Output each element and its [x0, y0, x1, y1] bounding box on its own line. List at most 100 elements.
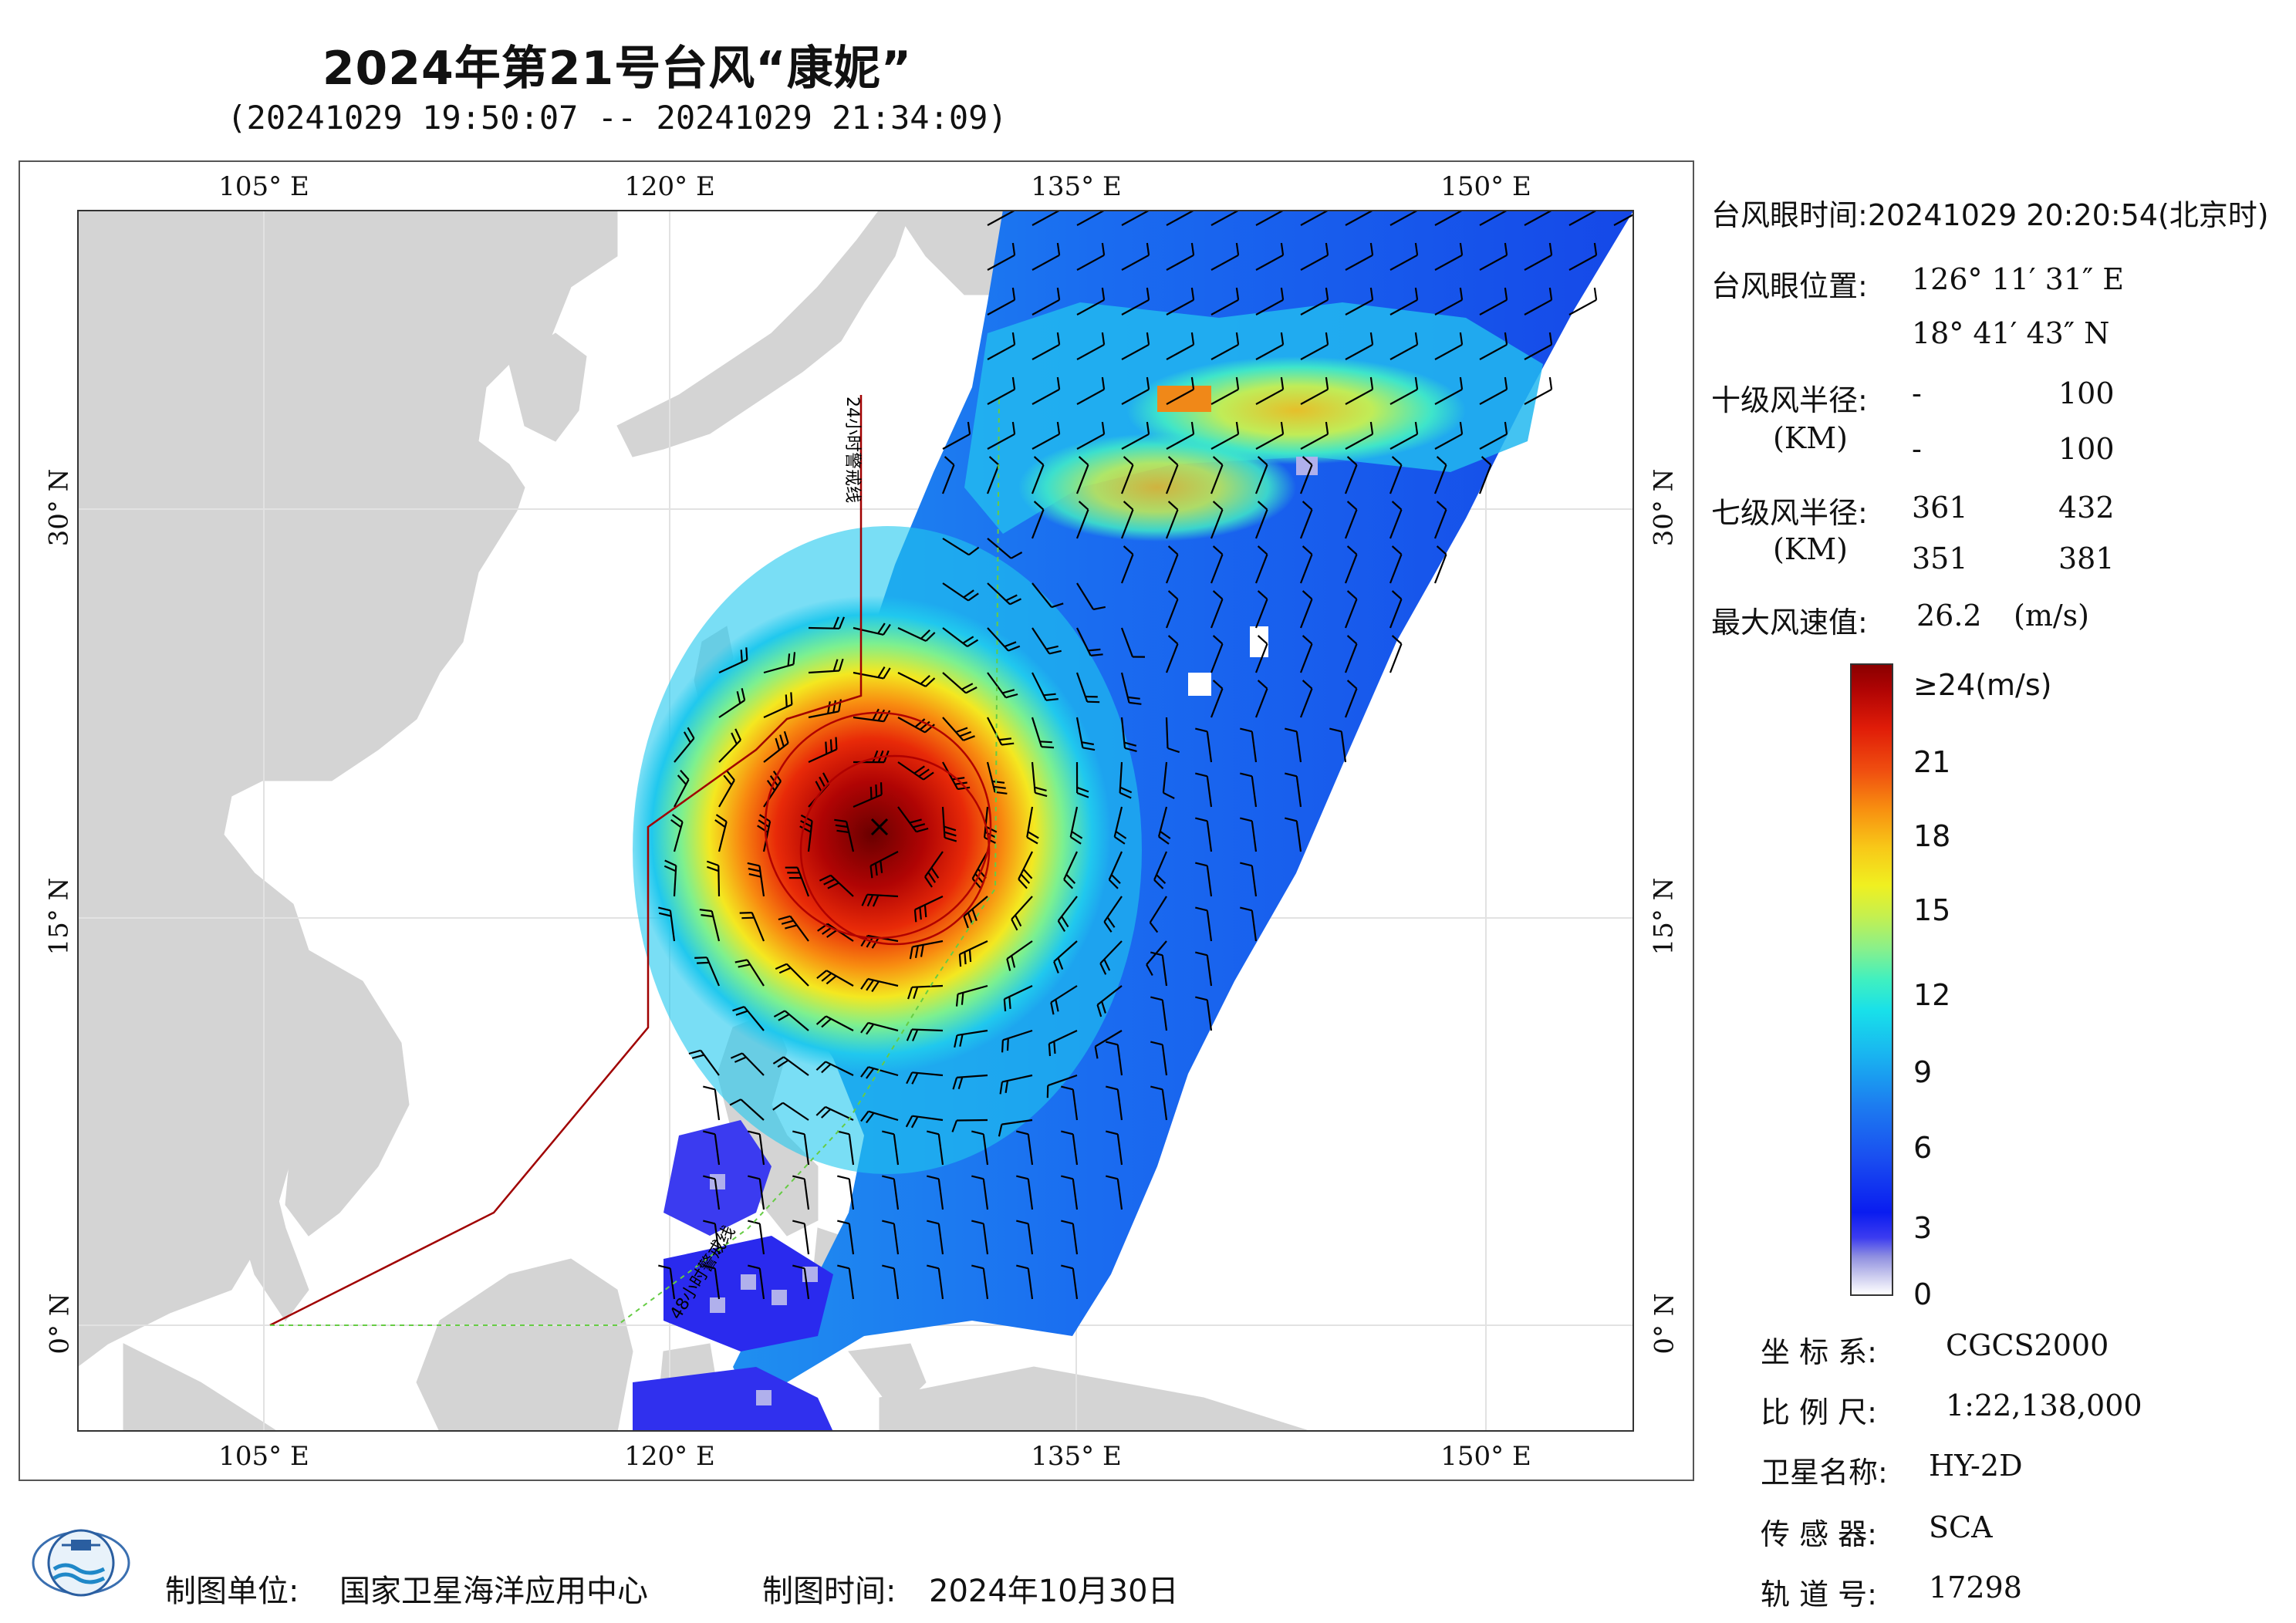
wind-barb-feather: [1414, 332, 1419, 345]
wind-barb: [1116, 1089, 1123, 1121]
wind-barb-feather: [1325, 332, 1329, 345]
wind-barb-feather: [725, 770, 735, 781]
wind-barb-feather: [766, 780, 775, 791]
wind-barb-feather: [772, 1102, 784, 1111]
wind-barb-feather: [1106, 916, 1116, 928]
wind-barb-feather: [1459, 242, 1464, 255]
r7-label: 七级风半径:: [1711, 496, 1868, 530]
wind-barb: [1210, 509, 1224, 539]
wind-barb-feather: [964, 951, 967, 965]
wind-barb-feather: [1235, 332, 1240, 345]
wind-barb-feather: [1391, 501, 1403, 511]
wind-barb-feather: [1045, 645, 1059, 650]
wind-barb-feather: [785, 924, 798, 930]
wind-barb-feather: [670, 819, 682, 828]
wind-barb-feather: [815, 1015, 827, 1025]
wind-barb: [1389, 464, 1403, 494]
wind-barb-feather: [1011, 552, 1023, 559]
wind-barb-feather: [1009, 598, 1021, 606]
wind-barb: [1300, 299, 1329, 315]
colorbar-tick-6: 6: [1913, 1131, 1933, 1165]
wind-barb-feather: [706, 860, 719, 867]
wind-barb-feather: [927, 1175, 940, 1180]
wind-barb: [1076, 582, 1095, 610]
wind-barb-feather: [1006, 958, 1011, 971]
wind-barb-feather: [924, 876, 933, 888]
wind-barb: [1254, 554, 1268, 584]
r10-label: 十级风半径:: [1711, 383, 1868, 417]
wind-barb: [1161, 955, 1168, 987]
wind-barb-feather: [741, 916, 755, 919]
wind-barb-feather: [1056, 287, 1061, 300]
wind-barb: [1344, 554, 1358, 584]
wind-barb-feather: [874, 862, 878, 876]
wind-barb-feather: [999, 1081, 1003, 1095]
wind-barb-feather: [688, 1049, 701, 1055]
wind-barb: [1299, 688, 1313, 718]
wind-barb: [1255, 343, 1284, 360]
wind-barb: [1295, 821, 1302, 852]
wind-barb-feather: [1050, 1002, 1055, 1015]
lon-label-bottom-150: 150° E: [1440, 1441, 1531, 1472]
wind-barb: [1032, 433, 1060, 450]
wind-barb-feather: [1391, 545, 1403, 555]
wind-barb-feather: [1285, 772, 1298, 778]
wind-barb-feather: [758, 819, 770, 828]
wind-barb-feather: [1061, 1264, 1074, 1270]
wind-barb: [1299, 464, 1313, 494]
wind-barb-feather: [869, 865, 873, 879]
warning-line-48h: [270, 394, 1000, 1326]
wind-barb-feather: [882, 1220, 895, 1225]
wind-barb-feather: [1011, 919, 1018, 931]
wind-barb-feather: [1167, 456, 1179, 466]
wind-barb-feather: [1436, 456, 1447, 466]
wind-barb-feather: [838, 616, 846, 629]
wind-barb: [1076, 299, 1105, 315]
nsoas-logo-icon: [32, 1529, 130, 1597]
wind-barb-feather: [792, 1264, 805, 1270]
wind-barb: [1251, 910, 1258, 942]
wind-barb: [848, 1268, 855, 1300]
swath-hotspot: [1157, 386, 1211, 412]
eye-pos-label: 台风眼位置:: [1711, 269, 1868, 303]
wind-barb: [1299, 554, 1313, 584]
wind-barb: [1300, 388, 1329, 405]
wind-barb-feather: [1123, 501, 1134, 511]
wind-barb-feather: [958, 954, 962, 967]
wind-barb-feather: [1099, 963, 1107, 975]
wind-barb-feather: [957, 1077, 964, 1090]
wind-barb-feather: [1114, 835, 1126, 845]
wind-barb-feather: [1078, 456, 1089, 466]
wind-barb-feather: [734, 728, 741, 741]
wind-barb: [1433, 509, 1447, 539]
wind-barb: [937, 1179, 944, 1210]
wind-barb-feather: [1070, 836, 1082, 845]
wind-barb-feather: [790, 692, 793, 705]
wind-barb-feather: [832, 700, 836, 713]
wind-barb-feather: [954, 1034, 958, 1048]
wind-barb: [1568, 210, 1597, 226]
wind-barb-feather: [821, 1063, 832, 1074]
wind-barb: [1116, 1134, 1123, 1166]
wind-barb-feather: [866, 1068, 875, 1079]
wind-barb-feather: [1146, 332, 1150, 345]
wind-barb-feather: [1016, 1130, 1029, 1135]
wind-barb-feather: [1103, 921, 1113, 933]
colorbar-tick-9: 9: [1913, 1055, 1933, 1089]
wind-barb: [1613, 213, 1634, 226]
wind-barb-feather: [747, 862, 760, 867]
wind-barb: [1206, 776, 1213, 808]
wind-barb: [1299, 643, 1313, 673]
wind-barb-feather: [732, 1006, 745, 1012]
wind-barb-feather: [703, 1085, 716, 1091]
wind-barb: [937, 1134, 944, 1166]
wind-barb-feather: [1156, 874, 1167, 884]
wind-barb: [1146, 940, 1167, 966]
wind-barb-feather: [1504, 242, 1508, 255]
wind-barb-feather: [1302, 545, 1313, 555]
wind-barb: [1032, 299, 1060, 315]
wind-barb: [937, 1268, 944, 1300]
wind-barb-feather: [1119, 791, 1132, 799]
eye-lat: 18° 41′ 43″ N: [1912, 316, 2110, 350]
wind-barb-feather: [658, 906, 671, 912]
